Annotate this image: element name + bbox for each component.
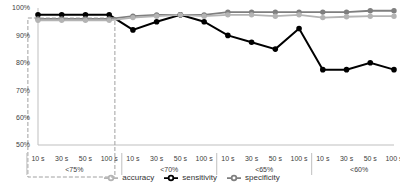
- svg-text:100%: 100%: [12, 4, 30, 11]
- svg-text:10 s: 10 s: [31, 155, 45, 162]
- svg-text:30 s: 30 s: [55, 155, 69, 162]
- svg-text:100 s: 100 s: [291, 155, 309, 162]
- svg-text:<70%: <70%: [160, 166, 178, 173]
- svg-text:30 s: 30 s: [340, 155, 354, 162]
- svg-text:50 s: 50 s: [174, 155, 188, 162]
- svg-text:<75%: <75%: [65, 166, 83, 173]
- html-text:specificity: specificity: [245, 173, 280, 183]
- svg-text:30 s: 30 s: [150, 155, 164, 162]
- svg-text:50%: 50%: [16, 141, 30, 148]
- svg-text:10 s: 10 s: [126, 155, 140, 162]
- svg-text:<65%: <65%: [255, 166, 273, 173]
- html-text:sensitivity: sensitivity: [182, 173, 217, 183]
- svg-text:50 s: 50 s: [269, 155, 283, 162]
- svg-text:50 s: 50 s: [79, 155, 93, 162]
- svg-text:60%: 60%: [16, 114, 30, 121]
- svg-text:100 s: 100 s: [101, 155, 119, 162]
- svg-text:30 s: 30 s: [245, 155, 259, 162]
- svg-text:10 s: 10 s: [316, 155, 330, 162]
- svg-text:70%: 70%: [16, 87, 30, 94]
- svg-text:100 s: 100 s: [385, 155, 392, 162]
- svg-text:10 s: 10 s: [221, 155, 235, 162]
- svg-text:50 s: 50 s: [364, 155, 378, 162]
- svg-text:90%: 90%: [16, 32, 30, 39]
- svg-text:80%: 80%: [16, 59, 30, 66]
- svg-text:100 s: 100 s: [196, 155, 214, 162]
- svg-text:<60%: <60%: [350, 166, 368, 173]
- html-text:accuracy: accuracy: [122, 173, 155, 183]
